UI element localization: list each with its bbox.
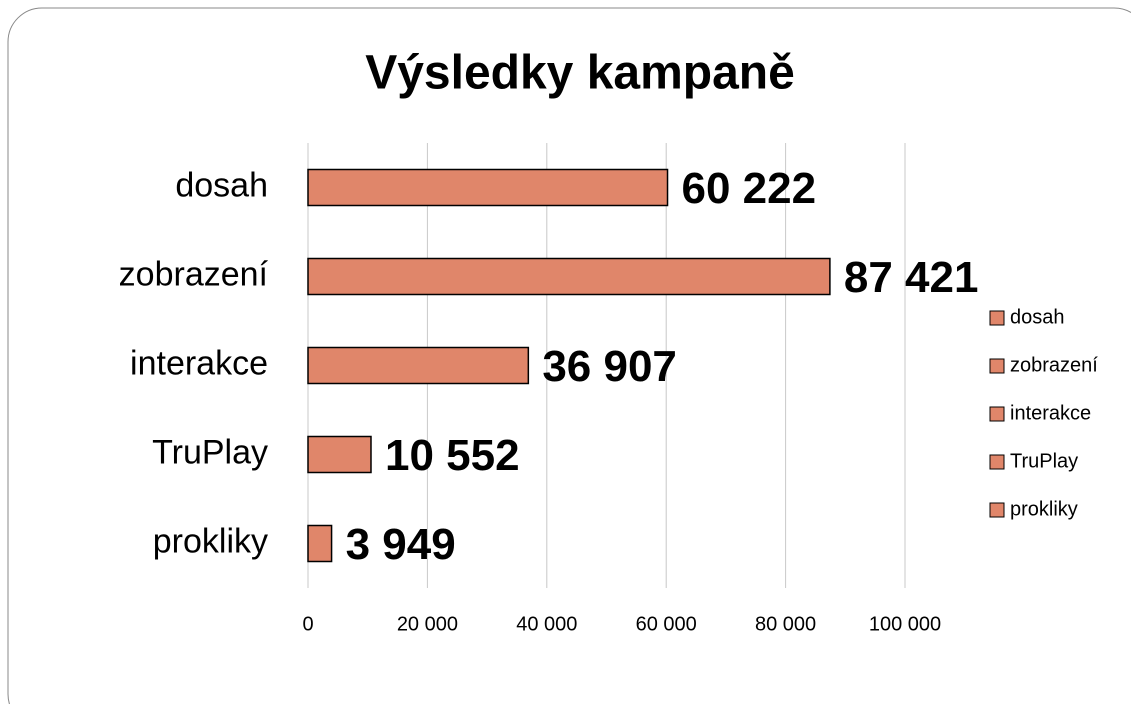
- legend-label: zobrazení: [1010, 354, 1098, 376]
- bar: [307, 257, 831, 296]
- x-tick-label: 100 000: [869, 613, 941, 635]
- x-tick-label: 80 000: [755, 613, 816, 635]
- legend-swatch: [989, 406, 1005, 422]
- legend-label: TruPlay: [1010, 450, 1078, 472]
- y-tick-label: interakce: [130, 344, 268, 382]
- data-label: 36 907: [542, 342, 677, 391]
- bar: [307, 346, 530, 385]
- data-label: 60 222: [682, 164, 817, 213]
- y-tick-label: zobrazení: [119, 255, 269, 293]
- chart-title: Výsledky kampaně: [365, 47, 795, 100]
- y-tick-label: TruPlay: [152, 433, 268, 471]
- x-tick-label: 0: [302, 613, 313, 635]
- legend-label: prokliky: [1010, 498, 1078, 520]
- x-tick-label: 20 000: [397, 613, 458, 635]
- legend-swatch: [989, 310, 1005, 326]
- bar: [307, 524, 333, 563]
- data-label: 3 949: [346, 520, 456, 569]
- x-tick-label: 40 000: [516, 613, 577, 635]
- card: [7, 7, 1131, 704]
- legend-swatch: [989, 502, 1005, 518]
- data-label: 10 552: [385, 431, 520, 480]
- data-label: 87 421: [844, 253, 979, 302]
- y-tick-label: dosah: [175, 166, 268, 204]
- y-tick-label: prokliky: [153, 522, 268, 560]
- legend-label: interakce: [1010, 402, 1091, 424]
- bar: [307, 435, 372, 474]
- bar: [307, 168, 669, 207]
- legend-swatch: [989, 358, 1005, 374]
- legend-swatch: [989, 454, 1005, 470]
- x-tick-label: 60 000: [636, 613, 697, 635]
- legend-label: dosah: [1010, 306, 1065, 328]
